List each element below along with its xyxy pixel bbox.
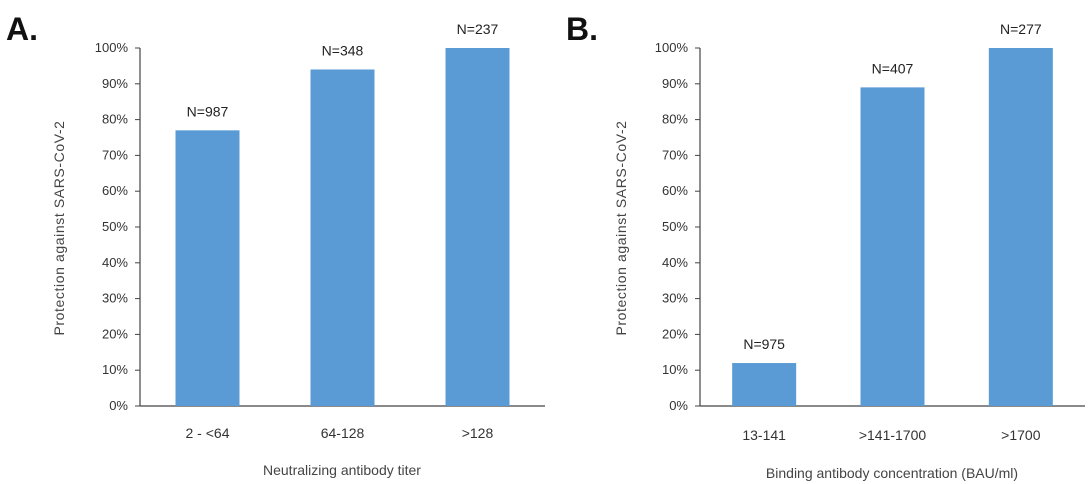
x-tick-label: 2 - <64 xyxy=(186,425,230,441)
bar xyxy=(175,130,240,406)
y-ticks-a: 0% 10% 20% 30% 40% 50% 60% 70% 80% 90% 100% xyxy=(95,40,140,413)
data-label: N=277 xyxy=(1000,21,1042,37)
y-tick-label: 80% xyxy=(662,112,688,127)
y-axis-title-a: Protection against SARS-CoV-2 xyxy=(51,120,67,335)
x-tick-label: >128 xyxy=(462,425,494,441)
y-ticks-b: 0% 10% 20% 30% 40% 50% 60% 70% 80% 90% 100% xyxy=(655,40,700,413)
chart-panel-a: A. Protection against SARS-CoV-2 0% 10% 20… xyxy=(6,11,545,478)
y-tick-label: 70% xyxy=(662,147,688,162)
y-tick-label: 60% xyxy=(662,183,688,198)
bar xyxy=(310,69,375,406)
data-label: N=237 xyxy=(457,21,499,37)
data-labels-a: N=987 N=348 N=237 xyxy=(187,21,499,119)
bars-b xyxy=(732,48,1053,406)
x-ticks-a: 2 - <64 64-128 >128 xyxy=(186,425,494,441)
bars-a xyxy=(175,48,510,406)
chart-panel-b: B. Protection against SARS-CoV-2 0% 10% 20… xyxy=(566,11,1085,481)
x-tick-label: 64-128 xyxy=(321,425,365,441)
data-label: N=407 xyxy=(872,60,914,76)
x-ticks-b: 13-141 >141-1700 >1700 xyxy=(742,427,1040,443)
y-axis-title-b: Protection against SARS-CoV-2 xyxy=(613,120,629,335)
y-tick-label: 80% xyxy=(102,112,128,127)
y-tick-label: 20% xyxy=(662,326,688,341)
data-label: N=348 xyxy=(322,42,364,58)
y-tick-label: 40% xyxy=(102,255,128,270)
y-tick-label: 30% xyxy=(662,291,688,306)
y-tick-label: 40% xyxy=(662,255,688,270)
panel-label-b: B. xyxy=(566,11,598,47)
bar xyxy=(732,363,797,406)
bar xyxy=(988,48,1053,406)
data-label: N=987 xyxy=(187,103,229,119)
y-tick-label: 10% xyxy=(102,362,128,377)
y-tick-label: 90% xyxy=(102,76,128,91)
data-labels-b: N=975 N=407 N=277 xyxy=(743,21,1042,352)
y-tick-label: 50% xyxy=(102,219,128,234)
y-tick-label: 100% xyxy=(655,40,689,55)
y-tick-label: 50% xyxy=(662,219,688,234)
y-tick-label: 0% xyxy=(109,398,128,413)
bar xyxy=(860,87,925,406)
y-tick-label: 70% xyxy=(102,147,128,162)
x-axis-title-a: Neutralizing antibody titer xyxy=(263,462,421,478)
y-tick-label: 100% xyxy=(95,40,129,55)
y-tick-label: 20% xyxy=(102,326,128,341)
y-tick-label: 60% xyxy=(102,183,128,198)
y-tick-label: 90% xyxy=(662,76,688,91)
x-tick-label: >1700 xyxy=(1001,427,1041,443)
x-tick-label: >141-1700 xyxy=(859,427,927,443)
bar xyxy=(445,48,510,406)
panel-label-a: A. xyxy=(6,11,38,47)
y-tick-label: 0% xyxy=(669,398,688,413)
data-label: N=975 xyxy=(743,336,785,352)
x-axis-title-b: Binding antibody concentration (BAU/ml) xyxy=(766,465,1018,481)
y-tick-label: 30% xyxy=(102,291,128,306)
y-tick-label: 10% xyxy=(662,362,688,377)
x-tick-label: 13-141 xyxy=(742,427,786,443)
